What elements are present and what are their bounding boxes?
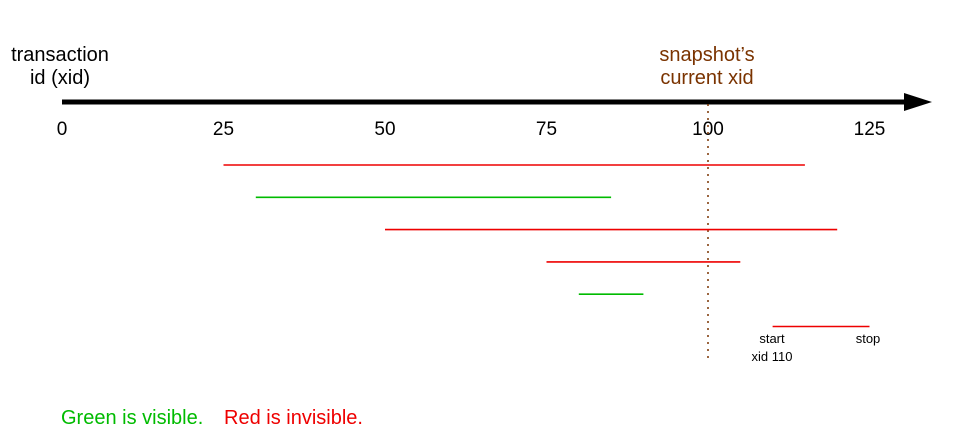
xid-axis-arrowhead-icon — [904, 93, 932, 111]
legend-visible-text: Green is visible. — [61, 407, 203, 429]
tick-labels: 0 25 50 75 100 125 — [57, 119, 886, 140]
snapshot-label-line1: snapshot’s — [659, 44, 754, 66]
tick-label-0: 0 — [57, 119, 68, 140]
tick-label-25: 25 — [213, 119, 234, 140]
tick-label-50: 50 — [374, 119, 395, 140]
stop-label: stop — [856, 331, 881, 346]
start-label: start — [759, 331, 785, 346]
start-xid-label: xid 110 — [752, 349, 793, 364]
tick-label-125: 125 — [854, 119, 886, 140]
axis-title-line2: id (xid) — [30, 67, 90, 89]
tick-label-100: 100 — [692, 119, 724, 140]
tick-label-75: 75 — [536, 119, 557, 140]
transaction-lines — [223, 164, 870, 328]
axis-title-line1: transaction — [11, 44, 109, 66]
legend-invisible-text: Red is invisible. — [224, 407, 363, 429]
snapshot-label-line2: current xid — [660, 67, 753, 89]
